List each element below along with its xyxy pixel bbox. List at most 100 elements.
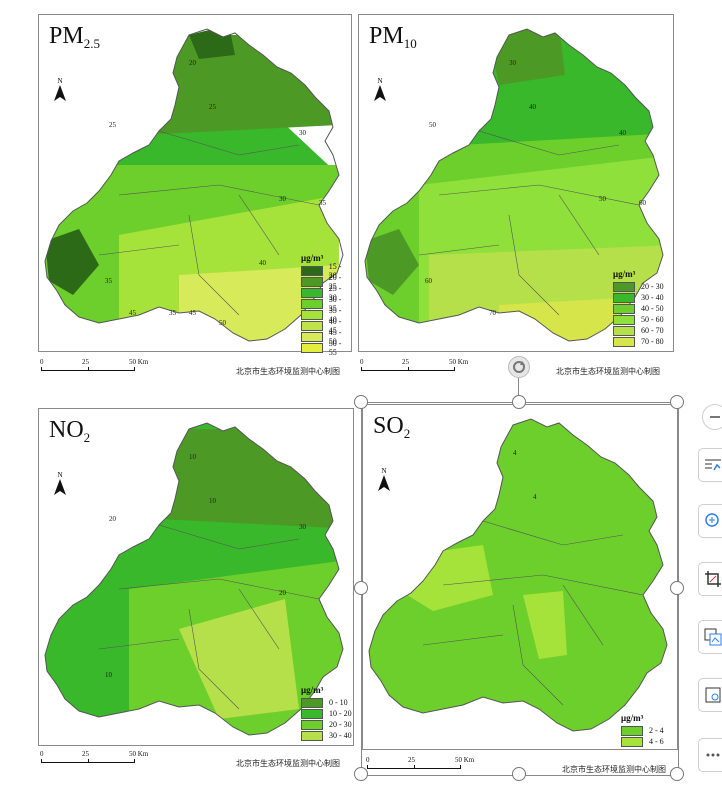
legend-label: 40 - 50 bbox=[641, 304, 664, 313]
resize-handle-top[interactable] bbox=[512, 395, 526, 409]
legend-label: 25 - 30 bbox=[328, 283, 342, 302]
legend-swatch bbox=[301, 276, 323, 287]
contour-label: 45 bbox=[189, 309, 197, 317]
toolbar-layout-button[interactable] bbox=[698, 448, 722, 482]
legend-unit: μg/m³ bbox=[621, 713, 644, 723]
concentration-zone bbox=[489, 29, 565, 85]
contour-label: 30 bbox=[509, 59, 517, 67]
district-boundary bbox=[158, 524, 300, 550]
district-boundary bbox=[442, 574, 644, 596]
toolbar-crop-button[interactable] bbox=[698, 562, 722, 596]
scale-bar: 0 25 50 Km bbox=[40, 358, 148, 378]
legend: μg/m³ 15 - 20 20 - 25 25 - 30 30 - 35 35 - 4… bbox=[301, 253, 351, 357]
legend-label: 30 - 35 bbox=[328, 294, 342, 313]
scale-bar: 0 25 50 Km bbox=[40, 750, 148, 770]
map-pm25: 20 25 25 30 30 35 35 35 40 45 45 50 bbox=[44, 28, 344, 342]
map-so2: 44 bbox=[368, 418, 668, 732]
legend-item: 30 - 40 bbox=[301, 730, 352, 741]
district-boundary bbox=[482, 520, 624, 546]
district-boundary bbox=[238, 194, 280, 256]
legend-swatch bbox=[301, 320, 323, 331]
city-boundary bbox=[44, 422, 344, 736]
contour-label: 25 bbox=[209, 103, 217, 111]
contour-label: 35 bbox=[319, 199, 327, 207]
legend-item: 35 - 40 bbox=[301, 306, 351, 324]
contour-label: 4 bbox=[533, 493, 537, 501]
chart-icon bbox=[705, 459, 721, 471]
toolbar-more-button[interactable] bbox=[698, 738, 722, 772]
legend-label: 30 - 40 bbox=[329, 731, 352, 740]
contour-label: 45 bbox=[129, 309, 137, 317]
legend-label: 35 - 40 bbox=[328, 305, 342, 324]
legend-item: 50 - 60 bbox=[613, 314, 664, 325]
legend-item: 40 - 50 bbox=[613, 303, 664, 314]
map-panel-pm10: 30 40 50 40 50 60 70 60 PM10 N μg/m³ 20 - 30 30 … bbox=[358, 14, 674, 352]
district-boundary bbox=[98, 638, 180, 650]
contour-label: 10 bbox=[189, 453, 197, 461]
resize-handle-bottom-left[interactable] bbox=[354, 767, 368, 781]
legend-unit: μg/m³ bbox=[613, 269, 636, 279]
rotate-handle[interactable] bbox=[508, 356, 530, 378]
contour-label: 35 bbox=[105, 277, 113, 285]
legend-swatch bbox=[613, 314, 635, 325]
toolbar-minus-button[interactable] bbox=[702, 404, 722, 430]
legend-item: 10 - 20 bbox=[301, 708, 352, 719]
scale-bar: 0 25 50 Km bbox=[360, 358, 468, 378]
contour-label: 20 bbox=[279, 589, 287, 597]
map-panel-pm25: 20 25 25 30 30 35 35 35 40 45 45 50 PM2.5 N μg/m³ 1… bbox=[38, 14, 352, 357]
concentration-zone bbox=[459, 35, 663, 145]
north-arrow-icon: N bbox=[375, 467, 393, 496]
resize-handle-top-left[interactable] bbox=[354, 395, 368, 409]
district-boundary bbox=[512, 604, 564, 706]
legend-swatch bbox=[613, 336, 635, 347]
concentration-zone bbox=[179, 599, 299, 719]
legend: μg/m³ 2 - 4 4 - 6 bbox=[621, 713, 664, 747]
district-boundary bbox=[478, 130, 620, 156]
legend-label: 4 - 6 bbox=[649, 737, 664, 746]
legend-item: 20 - 30 bbox=[301, 719, 352, 730]
legend-swatch bbox=[613, 292, 635, 303]
panel-title: PM2.5 bbox=[49, 23, 100, 51]
legend-item: 0 - 10 bbox=[301, 697, 352, 708]
minus-icon bbox=[710, 416, 720, 418]
toolbar-replace-button[interactable] bbox=[698, 620, 722, 654]
legend-item: 70 - 80 bbox=[613, 336, 664, 347]
north-arrow-icon: N bbox=[51, 77, 69, 106]
district-boundary bbox=[98, 244, 180, 256]
map-credit: 北京市生态环境监测中心制图 bbox=[236, 759, 340, 768]
resize-handle-right[interactable] bbox=[670, 581, 684, 595]
map-panel-no2: 10 10 20 30 20 10 NO2 N μg/m³ 0 - 10 10 - 20 20… bbox=[38, 408, 354, 746]
legend-swatch bbox=[301, 298, 323, 309]
legend-item: 30 - 35 bbox=[301, 295, 351, 313]
contour-label: 10 bbox=[209, 497, 217, 505]
legend-swatch bbox=[613, 325, 635, 336]
contour-label: 70 bbox=[489, 309, 497, 317]
map-credit: 北京市生态环境监测中心制图 bbox=[236, 367, 340, 376]
contour-label: 50 bbox=[219, 319, 227, 327]
toolbar-image-settings-button[interactable] bbox=[698, 678, 722, 712]
legend-item: 25 - 30 bbox=[301, 284, 351, 302]
legend-label: 60 - 70 bbox=[641, 326, 664, 335]
contour-label: 50 bbox=[429, 121, 437, 129]
toolbar-zoom-button[interactable] bbox=[698, 504, 722, 538]
legend-item: 30 - 40 bbox=[613, 292, 664, 303]
district-boundary bbox=[238, 588, 280, 650]
legend-swatch bbox=[621, 736, 643, 747]
legend-item: 60 - 70 bbox=[613, 325, 664, 336]
contour-label: 30 bbox=[279, 195, 287, 203]
resize-handle-bottom-right[interactable] bbox=[670, 767, 684, 781]
panel-title: SO2 bbox=[373, 413, 411, 441]
contour-label: 20 bbox=[189, 59, 197, 67]
legend: μg/m³ 20 - 30 30 - 40 40 - 50 50 - 60 60 - 7… bbox=[613, 269, 664, 347]
crop-icon bbox=[705, 571, 721, 587]
resize-handle-bottom[interactable] bbox=[512, 767, 526, 781]
map-no2: 10 10 20 30 20 10 bbox=[44, 422, 344, 736]
resize-handle-left[interactable] bbox=[354, 581, 368, 595]
legend-item: 45 - 50 bbox=[301, 328, 351, 346]
legend-swatch bbox=[613, 303, 635, 314]
resize-handle-top-right[interactable] bbox=[670, 395, 684, 409]
legend-label: 20 - 25 bbox=[328, 272, 342, 291]
selection-frame bbox=[361, 402, 679, 776]
contour-label: 60 bbox=[425, 277, 433, 285]
